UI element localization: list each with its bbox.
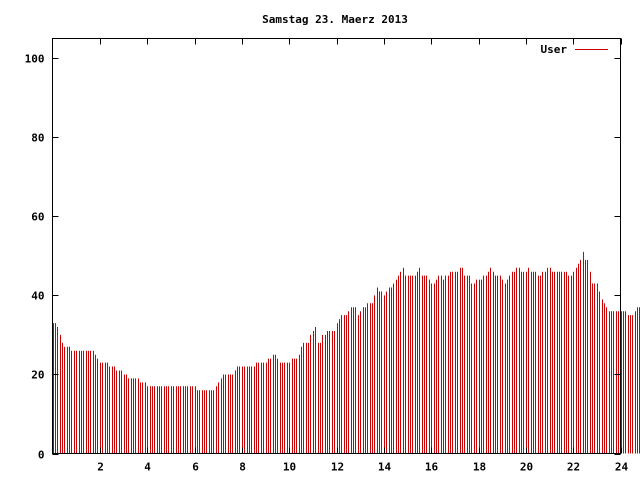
x-tick-label: 18 (473, 461, 486, 474)
y-tick-label: 80 (31, 132, 44, 145)
y-tick-label: 0 (38, 449, 45, 462)
x-tick-label: 6 (192, 461, 199, 474)
y-axis: 0 20 40 60 80 100 (25, 53, 621, 462)
x-axis: 2 4 6 8 10 12 14 16 18 20 22 24 (97, 38, 629, 474)
legend: User (541, 43, 608, 56)
y-tick-label: 40 (31, 290, 44, 303)
x-tick-label: 10 (283, 461, 296, 474)
x-tick-label: 14 (378, 461, 392, 474)
legend-label-user: User (541, 43, 568, 56)
x-tick-label: 16 (425, 461, 439, 474)
y-tick-label: 60 (31, 211, 44, 224)
y-tick-label: 100 (25, 53, 45, 66)
bar-series-user (53, 251, 640, 454)
x-tick-label: 8 (239, 461, 246, 474)
chart-title: Samstag 23. Maerz 2013 (262, 13, 408, 26)
x-tick-label: 12 (331, 461, 344, 474)
x-tick-label: 22 (567, 461, 580, 474)
x-tick-label: 2 (97, 461, 104, 474)
y-tick-label: 20 (31, 369, 44, 382)
x-tick-label: 4 (144, 461, 151, 474)
x-tick-label: 24 (615, 461, 629, 474)
plot-border (52, 38, 621, 454)
x-tick-label: 20 (520, 461, 533, 474)
